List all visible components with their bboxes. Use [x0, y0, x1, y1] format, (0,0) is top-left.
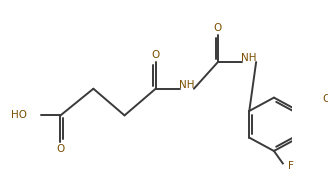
Text: F: F — [288, 161, 294, 171]
Text: O: O — [56, 144, 65, 154]
Text: NH: NH — [179, 80, 195, 90]
Text: HO: HO — [11, 110, 27, 120]
Text: NH: NH — [241, 53, 257, 64]
Text: Cl: Cl — [323, 94, 328, 104]
Text: O: O — [152, 50, 160, 60]
Text: O: O — [214, 23, 222, 33]
